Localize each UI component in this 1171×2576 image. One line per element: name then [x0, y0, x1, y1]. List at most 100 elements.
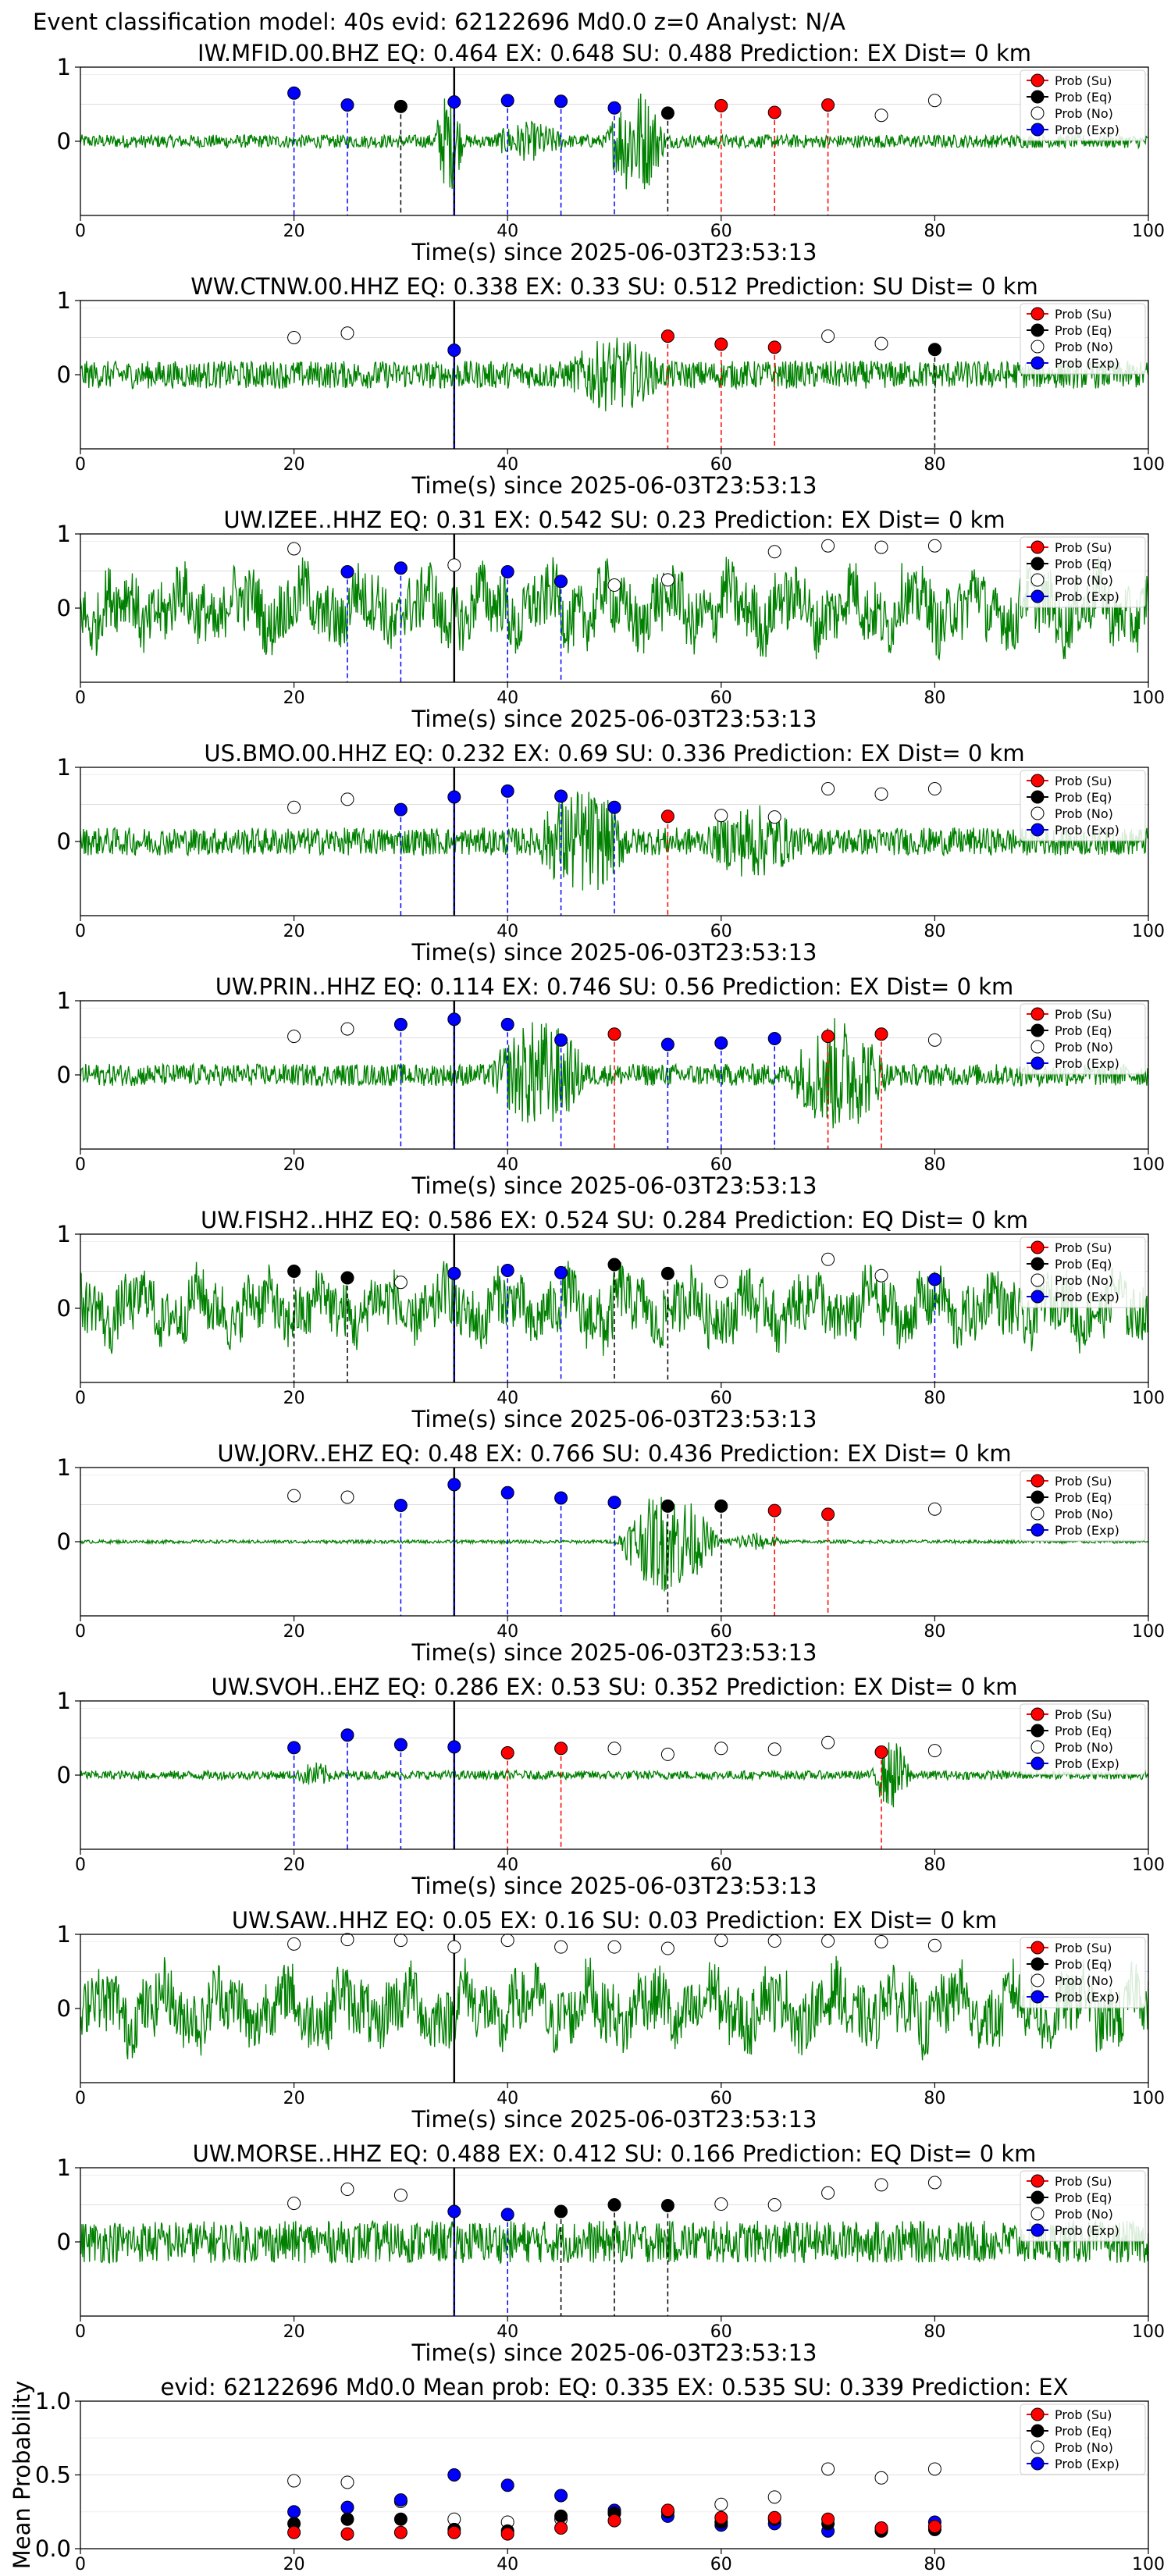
y-axis-label: Mean Probability — [9, 2381, 35, 2570]
y-tick-label: 0 — [57, 595, 71, 621]
x-axis-label: Time(s) since 2025-06-03T23:53:13 — [411, 1873, 817, 1899]
prob-marker-su — [660, 329, 674, 343]
prob-marker-no — [927, 539, 941, 553]
mean-marker-su — [714, 2510, 728, 2524]
waveform-trace — [80, 2219, 1149, 2265]
legend-marker-eq — [1030, 557, 1045, 571]
x-tick-label: 0 — [75, 222, 86, 241]
prob-marker-no — [340, 1490, 354, 1504]
x-tick-label: 0 — [75, 455, 86, 475]
prob-marker-no — [660, 1941, 674, 1955]
station-panel-uw-izee-hhz: UW.IZEE..HHZ EQ: 0.31 EX: 0.542 SU: 0.23… — [57, 507, 1165, 732]
prob-marker-no — [714, 1275, 728, 1289]
prob-marker-exp — [554, 1491, 568, 1505]
x-tick-label: 100 — [1132, 2555, 1165, 2574]
prob-marker-no — [714, 2197, 728, 2211]
legend-marker-exp — [1030, 1756, 1045, 1770]
legend-label-eq: Prob (Eq) — [1055, 1724, 1112, 1738]
panel-title: UW.MORSE..HHZ EQ: 0.488 EX: 0.412 SU: 0.… — [193, 2140, 1037, 2167]
x-tick-label: 60 — [710, 2089, 732, 2108]
prob-marker-su — [821, 98, 835, 112]
prob-marker-exp — [500, 784, 514, 798]
mean-marker-exp — [500, 2478, 514, 2492]
prob-marker-no — [874, 109, 888, 123]
legend-marker-su — [1030, 774, 1045, 788]
prob-marker-exp — [447, 2204, 461, 2218]
prob-marker-exp — [447, 343, 461, 358]
legend-marker-eq — [1030, 323, 1045, 337]
prob-marker-exp — [447, 95, 461, 109]
x-tick-label: 60 — [710, 2322, 732, 2342]
prob-marker-su — [554, 1742, 568, 1756]
x-tick-label: 0 — [75, 1389, 86, 1408]
mean-marker-exp — [393, 2493, 408, 2507]
legend-label-no: Prob (No) — [1055, 1507, 1113, 1521]
legend-marker-exp — [1030, 1523, 1045, 1537]
legend-marker-su — [1030, 1941, 1045, 1955]
x-tick-label: 100 — [1132, 2089, 1165, 2108]
prob-marker-no — [874, 1268, 888, 1283]
x-tick-label: 100 — [1132, 222, 1165, 241]
legend-marker-eq — [1030, 1490, 1045, 1504]
prob-marker-no — [821, 1252, 835, 1266]
panel-title: UW.SVOH..EHZ EQ: 0.286 EX: 0.53 SU: 0.35… — [211, 1674, 1017, 1700]
prob-marker-exp — [447, 1740, 461, 1754]
prob-marker-no — [767, 1742, 781, 1756]
axes-frame — [80, 300, 1149, 450]
x-tick-label: 80 — [924, 1389, 945, 1408]
prob-marker-no — [821, 1934, 835, 1948]
mean-marker-su — [660, 2503, 674, 2517]
station-panel-iw-mfid-00-bhz: IW.MFID.00.BHZ EQ: 0.464 EX: 0.648 SU: 0… — [57, 40, 1165, 265]
prob-marker-no — [874, 540, 888, 554]
legend-label-su: Prob (Su) — [1055, 2407, 1112, 2422]
prob-marker-no — [821, 1735, 835, 1749]
prob-marker-no — [927, 94, 941, 108]
prob-marker-no — [714, 1934, 728, 1948]
prob-marker-exp — [287, 86, 301, 100]
x-tick-label: 100 — [1132, 1155, 1165, 1175]
panel-title: UW.IZEE..HHZ EQ: 0.31 EX: 0.542 SU: 0.23… — [223, 507, 1005, 533]
mean-marker-no — [340, 2475, 354, 2489]
x-tick-label: 0 — [75, 922, 86, 941]
prob-marker-exp — [340, 98, 354, 112]
legend-marker-su — [1030, 2407, 1045, 2421]
x-tick-label: 0 — [75, 2322, 86, 2342]
x-tick-label: 100 — [1132, 1856, 1165, 1875]
prob-marker-su — [874, 1745, 888, 1759]
prob-marker-no — [393, 2188, 408, 2202]
x-tick-label: 80 — [924, 2322, 945, 2342]
x-tick-label: 80 — [924, 2555, 945, 2574]
prob-marker-no — [767, 2198, 781, 2211]
prob-marker-no — [340, 1022, 354, 1036]
y-tick-label: 1 — [57, 287, 71, 314]
prob-marker-no — [821, 329, 835, 343]
mean-probability-panel: evid: 62122696 Md0.0 Mean prob: EQ: 0.33… — [9, 2374, 1165, 2574]
x-tick-label: 60 — [710, 922, 732, 941]
x-tick-label: 20 — [283, 1856, 305, 1875]
waveform-trace — [80, 1742, 1149, 1808]
mean-marker-no — [287, 2474, 301, 2488]
prob-marker-exp — [340, 564, 354, 578]
prob-marker-exp — [447, 790, 461, 804]
legend-marker-su — [1030, 1707, 1045, 1721]
prob-marker-exp — [607, 1496, 621, 1510]
legend-label-exp: Prob (Exp) — [1055, 589, 1119, 604]
legend-label-eq: Prob (Eq) — [1055, 323, 1112, 338]
mean-marker-su — [874, 2521, 888, 2535]
prob-marker-su — [500, 1746, 514, 1759]
legend-label-exp: Prob (Exp) — [1055, 1523, 1119, 1538]
legend-marker-eq — [1030, 1023, 1045, 1037]
legend-label-no: Prob (No) — [1055, 1040, 1113, 1055]
legend-label-no: Prob (No) — [1055, 1973, 1113, 1988]
panels-container: IW.MFID.00.BHZ EQ: 0.464 EX: 0.648 SU: 0… — [9, 40, 1165, 2574]
prob-marker-su — [767, 105, 781, 119]
prob-marker-eq — [393, 99, 408, 113]
y-tick-label: 0 — [57, 1062, 71, 1088]
x-tick-label: 40 — [497, 1856, 518, 1875]
mean-marker-exp — [340, 2500, 354, 2514]
prob-marker-exp — [393, 802, 408, 817]
prob-marker-su — [714, 337, 728, 351]
mean-marker-su — [447, 2525, 461, 2539]
legend-marker-no — [1030, 340, 1045, 354]
